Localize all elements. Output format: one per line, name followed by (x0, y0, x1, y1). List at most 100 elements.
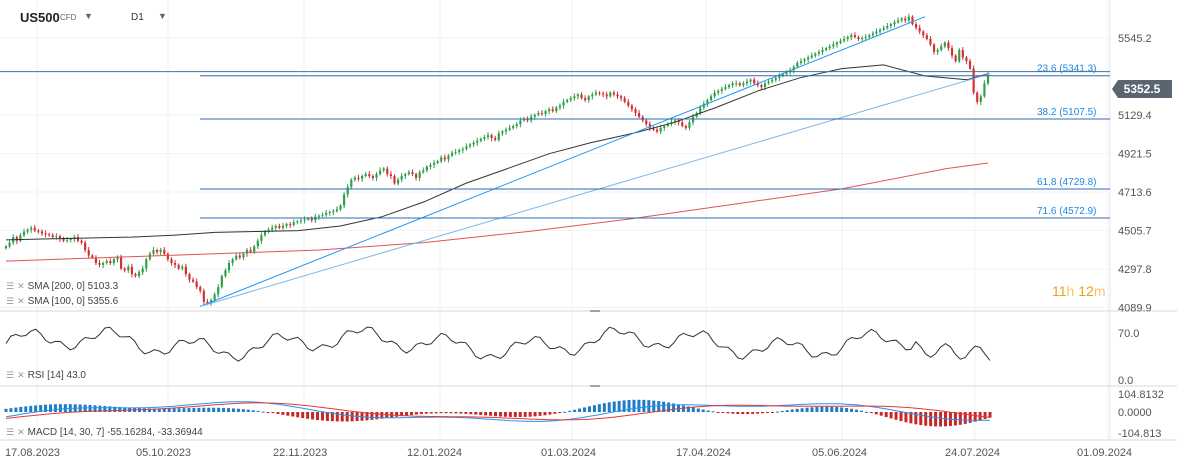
candle-body (706, 100, 709, 104)
symbol-name[interactable]: US500 (20, 10, 60, 25)
macd-histogram-bar (731, 412, 735, 414)
macd-histogram-bar (751, 412, 755, 414)
macd-histogram-bar (607, 402, 611, 412)
macd-histogram-bar (88, 404, 92, 412)
macd-histogram-bar (489, 412, 493, 416)
macd-histogram-bar (676, 404, 680, 412)
candle-body (432, 163, 436, 165)
candle-body (393, 175, 396, 184)
rsi-legend-text: RSI [14] 43.0 (27, 370, 86, 381)
candle-timer: 11h 12m (1052, 283, 1105, 299)
macd-histogram-bar (830, 406, 834, 412)
candle-body (540, 113, 544, 114)
candle-body (184, 266, 187, 275)
panel-resize-handle (590, 310, 600, 312)
candle-body (875, 31, 878, 34)
timeframe-label[interactable]: D1 (131, 12, 144, 23)
candle-body (709, 96, 713, 101)
candle-body (271, 227, 274, 230)
candle-body (335, 209, 339, 212)
macd-histogram-bar (543, 412, 547, 416)
macd-histogram-bar (118, 407, 122, 412)
date-axis-label: 24.07.2024 (945, 447, 1000, 459)
candle-body (659, 127, 662, 132)
candle-body (440, 157, 443, 162)
candle-body (206, 301, 209, 304)
settings-icon[interactable]: ☰ (6, 296, 15, 306)
candle-body (771, 79, 774, 82)
macd-histogram-bar (672, 403, 676, 412)
candle-body (673, 120, 677, 123)
macd-histogram-bar (479, 412, 483, 416)
candle-body (123, 268, 126, 271)
close-icon[interactable]: ✕ (17, 427, 25, 437)
candle-body (343, 194, 346, 206)
candle-body (551, 109, 554, 112)
candle-body (497, 133, 500, 140)
sma200-legend-text: SMA [200, 0] 5103.3 (27, 281, 119, 292)
candle-body (965, 57, 968, 62)
current-price-tag: 5352.5 (1112, 80, 1172, 98)
candle-body (447, 155, 450, 160)
settings-icon[interactable]: ☰ (6, 281, 15, 291)
macd-axis-label: -104.813 (1118, 428, 1161, 440)
candle-body (188, 274, 191, 280)
macd-histogram-bar (197, 407, 201, 412)
candle-body (774, 77, 777, 80)
macd-histogram-bar (934, 412, 938, 427)
settings-icon[interactable]: ☰ (6, 370, 15, 380)
chevron-down-icon[interactable]: ▼ (84, 11, 93, 21)
candle-body (835, 42, 839, 45)
candle-body (655, 129, 659, 132)
macd-histogram-bar (142, 408, 146, 412)
macd-histogram-bar (147, 408, 151, 412)
candle-body (681, 122, 684, 126)
macd-histogram-bar (864, 411, 868, 413)
candle-body (742, 83, 745, 86)
macd-histogram-bar (167, 408, 171, 412)
candle-body (461, 149, 464, 151)
candle-body (303, 219, 306, 221)
macd-histogram-bar (291, 412, 295, 417)
close-icon[interactable]: ✕ (17, 281, 25, 291)
macd-histogram-bar (409, 412, 413, 416)
macd-histogram-bar (222, 407, 226, 412)
candle-body (627, 101, 630, 106)
candle-body (76, 237, 80, 241)
candle-body (688, 122, 691, 128)
macd-histogram-bar (617, 400, 621, 412)
candle-body (191, 279, 195, 282)
candle-body (33, 227, 36, 231)
candle-body (900, 18, 903, 21)
candle-body (397, 179, 400, 184)
candle-body (486, 135, 490, 138)
candle-body (749, 79, 752, 82)
candle-body (922, 31, 925, 36)
macd-histogram-bar (380, 412, 384, 419)
candle-body (508, 127, 511, 130)
candle-body (638, 113, 641, 117)
settings-icon[interactable]: ☰ (6, 427, 15, 437)
candle-body (828, 46, 831, 49)
close-icon[interactable]: ✕ (17, 296, 25, 306)
candle-body (274, 225, 277, 228)
candle-body (519, 120, 522, 125)
macd-histogram-bar (691, 407, 695, 412)
candle-body (846, 37, 849, 39)
candle-body (371, 175, 374, 178)
macd-histogram-bar (296, 412, 300, 418)
candle-body (238, 255, 241, 258)
macd-histogram-bar (859, 410, 863, 412)
chevron-down-icon[interactable]: ▼ (158, 11, 167, 21)
macd-histogram-bar (236, 408, 240, 412)
close-icon[interactable]: ✕ (17, 370, 25, 380)
macd-histogram-bar (622, 400, 626, 412)
macd-histogram-bar (93, 405, 97, 412)
macd-histogram-bar (484, 412, 488, 416)
candle-body (735, 83, 738, 85)
sma200-legend: ☰ ✕ SMA [200, 0] 5103.3 (6, 281, 118, 292)
candle-body (267, 229, 270, 232)
candle-body (868, 35, 871, 38)
candle-body (663, 125, 666, 128)
